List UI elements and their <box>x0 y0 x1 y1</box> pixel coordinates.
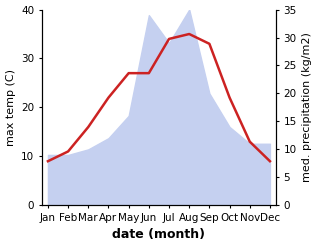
Y-axis label: med. precipitation (kg/m2): med. precipitation (kg/m2) <box>302 32 313 182</box>
X-axis label: date (month): date (month) <box>113 228 205 242</box>
Y-axis label: max temp (C): max temp (C) <box>5 69 16 146</box>
